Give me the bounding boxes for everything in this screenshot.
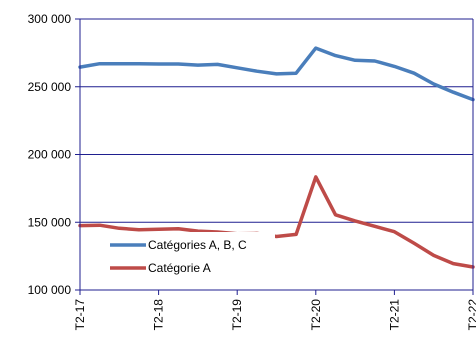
data-point bbox=[196, 63, 200, 67]
data-point bbox=[452, 90, 455, 94]
data-point bbox=[275, 72, 278, 76]
data-point bbox=[412, 242, 416, 245]
data-point bbox=[373, 59, 376, 63]
data-point bbox=[98, 62, 101, 65]
y-tick-label: 250 000 bbox=[28, 80, 72, 94]
data-point bbox=[236, 66, 239, 69]
data-point bbox=[177, 227, 180, 230]
data-point bbox=[157, 62, 160, 66]
legend-label-1: Catégories A, B, C bbox=[148, 238, 247, 252]
y-tick-label: 200 000 bbox=[28, 148, 72, 162]
x-tick-label: T2-22 bbox=[466, 299, 476, 331]
data-point bbox=[353, 219, 357, 223]
data-point bbox=[334, 213, 337, 216]
data-point bbox=[334, 54, 337, 57]
data-point bbox=[157, 228, 160, 231]
data-point bbox=[196, 229, 200, 233]
x-tick-label: T2-20 bbox=[309, 299, 323, 331]
axes bbox=[75, 18, 474, 295]
x-tick-labels: T2-17 T2-18 T2-19 T2-20 T2-21 T2-22 bbox=[73, 299, 476, 331]
data-point bbox=[393, 65, 396, 68]
data-point bbox=[216, 63, 219, 66]
data-point bbox=[98, 224, 101, 227]
data-point bbox=[393, 230, 396, 233]
legend: Catégories A, B, C Catégorie A bbox=[103, 232, 275, 280]
data-point bbox=[294, 233, 298, 236]
y-tick-label: 150 000 bbox=[28, 215, 72, 229]
x-tick-label: T2-19 bbox=[230, 299, 244, 331]
legend-label-2: Catégorie A bbox=[148, 261, 211, 275]
data-point bbox=[137, 62, 141, 65]
data-point bbox=[452, 262, 455, 265]
data-point bbox=[314, 46, 317, 50]
x-tick-label: T2-18 bbox=[152, 299, 166, 331]
y-tick-label: 100 000 bbox=[28, 283, 72, 297]
y-tick-label: 300 000 bbox=[28, 12, 72, 26]
data-point bbox=[275, 235, 278, 238]
data-point bbox=[255, 69, 259, 73]
data-point bbox=[373, 225, 376, 228]
data-point bbox=[353, 59, 357, 62]
data-point bbox=[432, 82, 435, 86]
y-tick-labels: 100 000 150 000 200 000 250 000 300 000 bbox=[28, 12, 72, 297]
data-point bbox=[412, 72, 416, 75]
data-point bbox=[137, 228, 141, 231]
x-tick-label: T2-21 bbox=[387, 299, 401, 331]
data-point bbox=[294, 72, 298, 75]
series-lines bbox=[78, 46, 475, 269]
x-tick-label: T2-17 bbox=[73, 299, 87, 331]
data-point bbox=[177, 62, 180, 66]
data-point bbox=[118, 227, 121, 230]
data-point bbox=[432, 254, 435, 257]
data-point bbox=[118, 62, 121, 65]
legend-box bbox=[103, 232, 275, 280]
data-point bbox=[314, 175, 317, 179]
